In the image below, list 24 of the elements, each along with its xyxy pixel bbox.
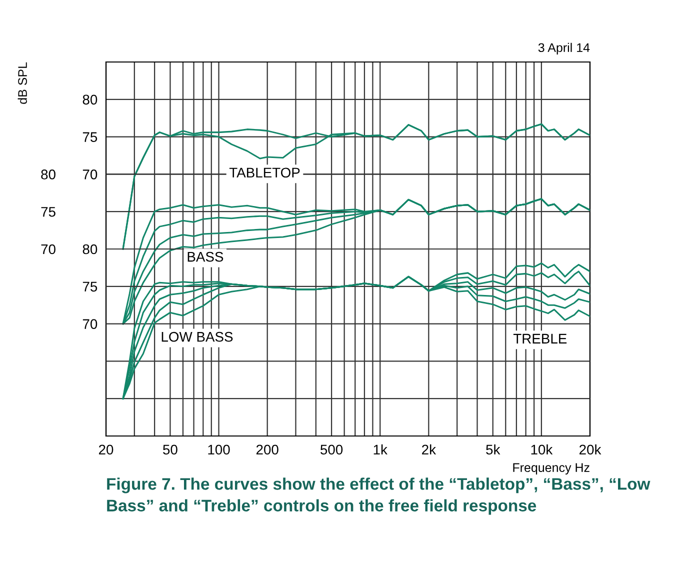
x-tick-label: 2k bbox=[422, 444, 436, 454]
text: 3 April 14 bbox=[538, 42, 590, 55]
x-tick-label: 5k bbox=[486, 444, 500, 455]
annotation: BASS bbox=[188, 252, 224, 262]
x-tick-label: 100 bbox=[208, 444, 230, 455]
y2-axis-title: dB SPL bbox=[18, 62, 27, 104]
y2-tick-label: 80 bbox=[41, 170, 56, 180]
y-tick-label: 70 bbox=[82, 170, 98, 180]
y-tick-label: 75 bbox=[82, 132, 98, 142]
x-tick-label: 50 bbox=[163, 444, 178, 455]
text: Figure 7. The curves show the effect of the “Tabletop”, “Bass”, “Low Bass” and “Treble” controls on the free field response bbox=[107, 478, 650, 515]
annotation: TREBLE bbox=[513, 334, 567, 344]
annotation: TABLETOP bbox=[229, 168, 300, 178]
x-tick-label: 10k bbox=[531, 444, 553, 455]
y2-tick-label: 75 bbox=[41, 207, 56, 217]
y-tick-label: 80 bbox=[82, 94, 98, 105]
x-tick-label: 1k bbox=[374, 444, 388, 454]
x-tick-label: 500 bbox=[320, 444, 343, 455]
x-tick-label: 20k bbox=[580, 444, 602, 455]
x-axis-title: Frequency Hz bbox=[513, 463, 590, 474]
x-tick-label: 20 bbox=[98, 444, 114, 455]
x-tick-label: 200 bbox=[256, 444, 278, 455]
y2-tick-label: 70 bbox=[41, 244, 56, 254]
annotation: LOW BASS bbox=[162, 332, 233, 342]
